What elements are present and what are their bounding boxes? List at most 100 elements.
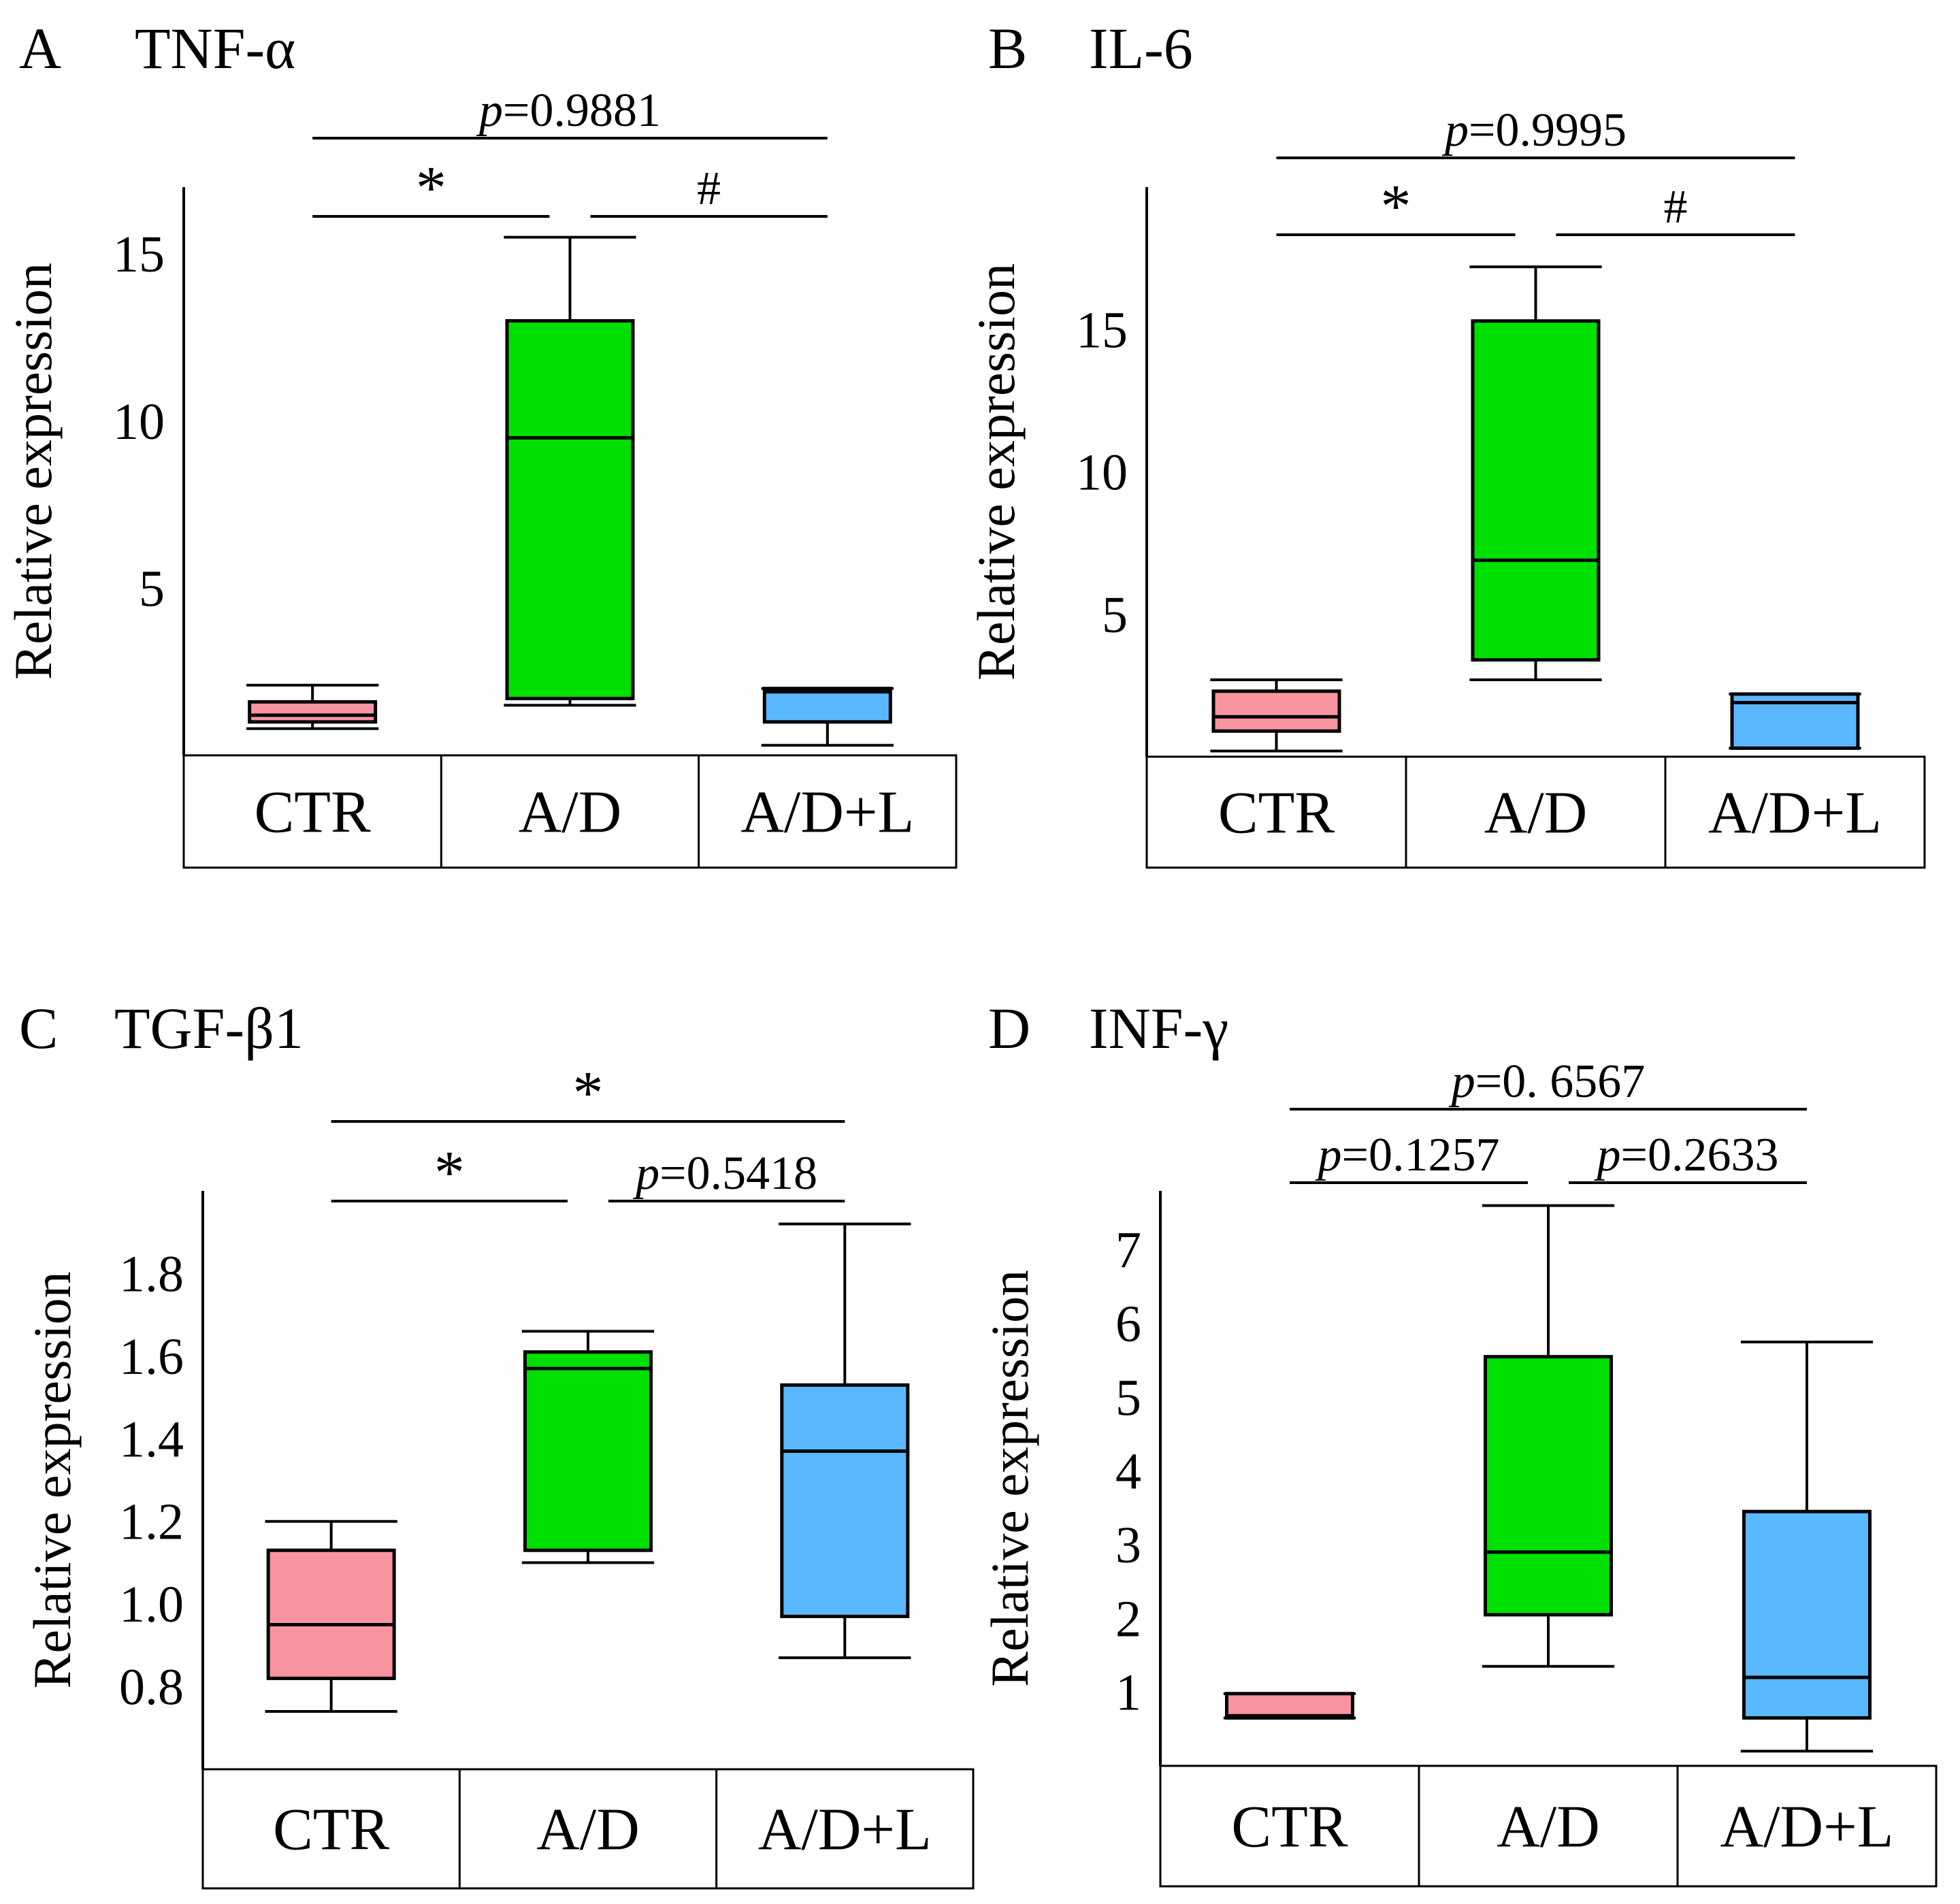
significance-bracket: * (331, 1139, 568, 1207)
y-axis-label: Relative expression (980, 1270, 1039, 1687)
significance-bracket: p=0.1257 (1290, 1129, 1528, 1184)
category-table (1159, 1765, 1938, 1888)
box-a-d-l (1729, 692, 1861, 750)
category-label: CTR (1218, 781, 1335, 847)
box-ctr (1223, 1692, 1356, 1720)
box-a-d-l (1740, 1341, 1874, 1753)
p-value: =0.2633 (1621, 1129, 1779, 1181)
box-iqr (1225, 1692, 1354, 1720)
significance-bracket: # (590, 163, 828, 218)
box-a-d (504, 235, 636, 707)
significance-label: * (434, 1139, 465, 1207)
category-label: A/D (1484, 781, 1588, 847)
category-label: A/D+L (1708, 781, 1882, 847)
y-tick-label: 1.4 (119, 1411, 184, 1468)
panel-letter: C (19, 996, 58, 1061)
y-tick-label: 7 (1115, 1222, 1141, 1279)
significance-label: p=0.9995 (1441, 104, 1627, 157)
box-a-d (521, 1330, 655, 1564)
significance-label: * (1381, 173, 1411, 240)
panel-b: B IL-6 Relative expression 5 10 15 CTR A/D A/D+L… (966, 16, 1926, 869)
box-a-d-l (779, 1222, 911, 1660)
box-iqr (523, 1350, 653, 1552)
category-table (1145, 755, 1926, 869)
panel-letter: B (988, 16, 1027, 81)
significance-bracket: * (331, 1060, 845, 1127)
significance-label: p=0.1257 (1315, 1129, 1500, 1181)
panel-c: C TGF-β1 Relative expression 0.8 1.0 1.2 1.4 1.… (19, 996, 975, 1890)
category-label: A/D (1497, 1794, 1600, 1860)
p-value: =0.5418 (659, 1147, 817, 1200)
p-symbol: p (1594, 1129, 1621, 1181)
category-label: A/D (519, 780, 622, 846)
y-tick-label: 1 (1115, 1664, 1141, 1722)
significance-bracket: p=0.9881 (312, 84, 828, 139)
category-label: A/D+L (1720, 1794, 1894, 1860)
box-iqr (780, 1383, 910, 1618)
y-tick-label: 1.8 (119, 1245, 184, 1302)
box-iqr (1484, 1355, 1613, 1617)
y-axis-label: Relative expression (22, 1272, 82, 1689)
panel-letter: D (988, 996, 1030, 1061)
category-label: CTR (255, 780, 371, 846)
box-iqr (1211, 689, 1341, 733)
y-tick-label: 6 (1115, 1296, 1141, 1353)
box-iqr (505, 318, 635, 700)
category-label: A/D+L (740, 780, 914, 846)
p-symbol: p (1315, 1129, 1342, 1181)
significance-bracket: * (312, 154, 550, 222)
panel-title: IL-6 (1089, 16, 1193, 81)
significance-label: p=0.9881 (476, 84, 661, 137)
box-ctr (1210, 678, 1343, 753)
y-tick-label: 1.2 (119, 1494, 184, 1551)
y-tick-label: 5 (1102, 587, 1128, 644)
y-tick-label: 15 (1076, 301, 1128, 359)
p-symbol: p (1448, 1055, 1475, 1108)
box-iqr (266, 1548, 396, 1680)
box-ctr (265, 1520, 397, 1713)
significance-label: # (1664, 181, 1688, 233)
p-symbol: p (476, 84, 503, 137)
y-tick-label: 0.8 (119, 1659, 184, 1716)
category-label: A/D+L (758, 1797, 932, 1863)
y-tick-label: 10 (113, 393, 165, 450)
box-iqr (1471, 319, 1601, 662)
y-tick-label: 5 (139, 560, 165, 617)
category-table (201, 1768, 975, 1890)
category-label: CTR (273, 1797, 389, 1863)
y-tick-label: 2 (1115, 1590, 1141, 1647)
panel-letter: A (19, 16, 61, 81)
significance-bracket: p=0.5418 (608, 1147, 845, 1202)
category-label: CTR (1231, 1794, 1348, 1860)
significance-bracket: p=0.9995 (1276, 104, 1795, 159)
box-iqr (1742, 1509, 1872, 1720)
significance-label: * (573, 1060, 604, 1127)
significance-bracket: p=0.2633 (1569, 1129, 1807, 1184)
panel-title: TGF-β1 (114, 996, 304, 1061)
p-symbol: p (1441, 104, 1469, 157)
y-tick-label: 10 (1076, 444, 1128, 502)
y-axis-label: Relative expression (3, 263, 63, 680)
y-tick-label: 3 (1115, 1517, 1141, 1574)
box-a-d-l (761, 687, 894, 747)
p-value: =0.9995 (1469, 104, 1627, 157)
y-tick-label: 15 (113, 226, 165, 283)
y-tick-label: 5 (1115, 1369, 1141, 1426)
box-a-d (1482, 1204, 1615, 1668)
p-symbol: p (632, 1147, 659, 1200)
significance-label: p=0. 6567 (1448, 1055, 1645, 1108)
box-ctr (246, 683, 379, 730)
y-tick-label: 4 (1115, 1443, 1141, 1500)
box-iqr (762, 687, 892, 724)
panel-title: TNF-α (135, 16, 295, 81)
p-value: =0.1257 (1342, 1129, 1500, 1181)
significance-label: # (697, 163, 721, 215)
y-axis-label: Relative expression (966, 263, 1026, 680)
panel-a: A TNF-α Relative expression 5 10 15 CTR A/D A/D+… (3, 16, 958, 869)
significance-label: p=0.5418 (632, 1147, 817, 1200)
significance-bracket: p=0. 6567 (1290, 1055, 1807, 1111)
panel-title: INF-γ (1089, 996, 1228, 1061)
significance-label: p=0.2633 (1594, 1129, 1779, 1181)
significance-bracket: * (1276, 173, 1516, 240)
